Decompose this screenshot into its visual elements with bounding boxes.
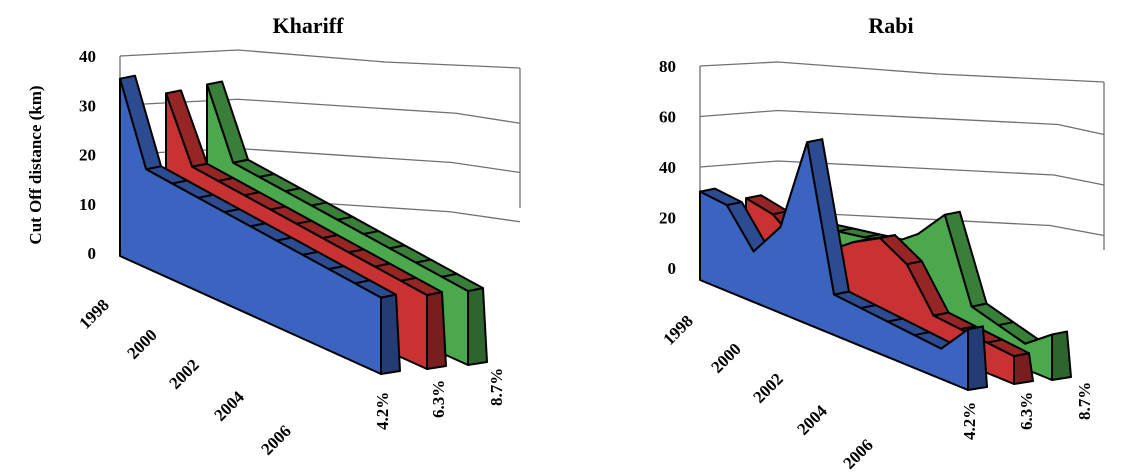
y-tick-label: 40 [659,158,676,177]
y-tick-label: 10 [79,195,96,214]
series-depth-label: 8.7% [1075,382,1094,420]
x-tick-label: 1998 [659,311,696,348]
x-tick-label: 2004 [793,401,831,439]
chart-khariff: Khariff Cut Off distance (km) 0 10 20 30 40 199… [26,13,521,459]
y-tick-label: 30 [79,96,96,115]
x-tick-label: 1998 [75,295,112,332]
chart-title: Khariff [273,13,345,38]
y-tick-label: 0 [88,244,97,263]
back-wall-top [119,49,521,69]
x-tick-label: 2000 [707,339,744,376]
area-end-cap [1051,330,1072,381]
back-wall-top [699,61,1105,83]
y-tick-label: 0 [668,259,677,278]
area-front-face [699,141,969,391]
area-end-cap [380,293,401,375]
area-end-cap [467,287,488,366]
x-tick-label: 2004 [210,387,248,425]
y-tick-label: 20 [79,146,96,165]
series-depth-label: 4.2% [373,392,392,430]
y-tick-label: 40 [79,47,96,66]
series-depth-label: 4.2% [960,402,979,440]
area-front-face [119,77,382,375]
area-end-cap [1013,352,1034,385]
area-front-face [745,197,1015,385]
x-tick-label: 2000 [123,325,160,362]
x-tick-label: 2002 [165,355,202,392]
series-depth-label: 6.3% [1017,392,1036,430]
gridline [699,109,1105,136]
x-tick-label: 2006 [839,435,876,472]
series-4.2% [699,138,988,391]
y-tick-label: 20 [659,209,676,228]
x-tick-label: 2002 [749,369,786,406]
gridline [699,160,1105,186]
series-6.3% [745,194,1034,385]
chart-title: Rabi [868,13,913,38]
series-depth-label: 8.7% [487,368,506,406]
y-tick-label: 60 [659,108,676,127]
series-depth-label: 6.3% [429,380,448,418]
series-4.2% [119,74,401,375]
area-end-cap [967,325,988,391]
y-tick-label: 80 [659,57,676,76]
x-tick-label: 2006 [257,421,294,458]
area-end-cap [426,291,447,370]
y-axis-label: Cut Off distance (km) [26,85,45,244]
